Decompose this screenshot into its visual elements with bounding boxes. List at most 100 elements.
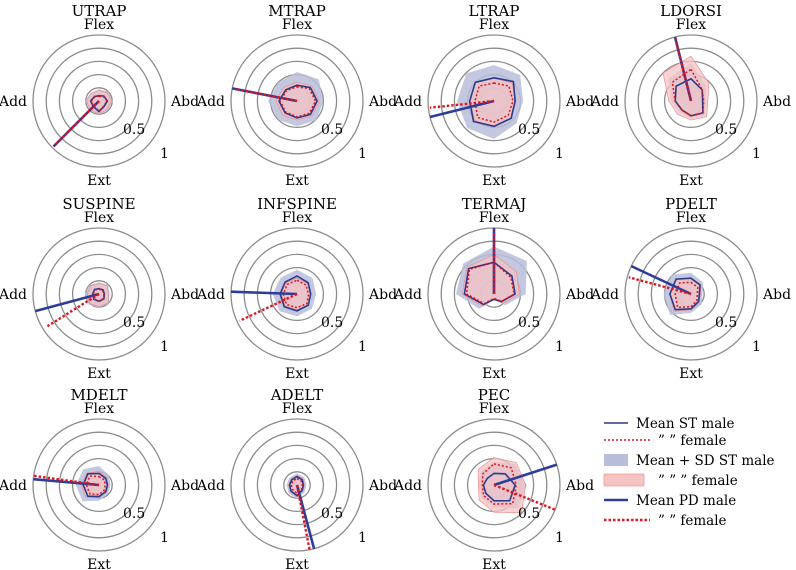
axis-label-flex: Flex: [282, 401, 312, 417]
radial-tick-label: 0.5: [321, 315, 343, 331]
mean-st-female-line: [85, 475, 107, 496]
grid-ring: [440, 47, 548, 155]
grid-ring: [427, 418, 561, 552]
mean-pd-female-vector: [493, 483, 556, 511]
panel-title: MDELT: [70, 386, 127, 404]
mean-pd-male-vector: [429, 99, 495, 119]
mean-st-male-line: [669, 277, 701, 311]
radial-tick-label: 1: [358, 339, 367, 355]
legend-swatch-sd-female: [603, 473, 645, 487]
radial-tick-label: 1: [752, 146, 761, 162]
mean-st-female-line: [92, 288, 105, 302]
mean-st-female-line: [671, 68, 705, 117]
grid-ring: [650, 253, 732, 335]
axis-label-abd: Abd: [565, 287, 594, 303]
axis-label-flex: Flex: [676, 17, 706, 33]
panel-title: PDELT: [665, 195, 717, 213]
axis-label-add: Add: [0, 287, 27, 303]
axis-label-ext: Ext: [679, 173, 703, 189]
mean-st-female-line: [282, 279, 310, 309]
axis-label-add: Add: [393, 287, 422, 303]
radial-tick-label: 1: [752, 339, 761, 355]
axis-label-flex: Flex: [282, 210, 312, 226]
mean-st-male-line: [674, 77, 704, 117]
legend-label-pd-female: ” ” female: [658, 513, 727, 529]
radial-tick-label: 1: [160, 530, 169, 546]
axis-label-flex: Flex: [84, 401, 114, 417]
axis-label-flex: Flex: [479, 17, 509, 33]
mean-pd-female-vector: [46, 292, 100, 328]
grid-ring: [256, 444, 338, 526]
panel-title: MTRAP: [268, 2, 326, 20]
axis-label-add: Add: [0, 478, 27, 494]
radial-tick-label: 0.5: [518, 122, 540, 138]
axis-label-add: Add: [590, 287, 619, 303]
axis-label-ext: Ext: [679, 366, 703, 382]
axis-label-add: Add: [393, 478, 422, 494]
grid-ring: [453, 444, 535, 526]
panel-title: LDORSI: [660, 2, 722, 20]
mean-pd-female-vector: [33, 474, 100, 487]
mean-pd-male-vector: [630, 264, 692, 296]
radial-tick-label: 0.5: [518, 315, 540, 331]
panel-title: UTRAP: [72, 2, 127, 20]
mean-st-male-line: [89, 94, 109, 113]
axis-label-abd: Abd: [368, 478, 397, 494]
axis-label-flex: Flex: [84, 17, 114, 33]
radial-tick-label: 1: [555, 530, 564, 546]
axis-label-add: Add: [0, 94, 27, 110]
axis-label-abd: Abd: [368, 94, 397, 110]
legend-label-st-female: ” ” female: [658, 433, 727, 449]
legend-label-pd-male: Mean PD male: [636, 493, 736, 509]
axis-label-add: Add: [393, 94, 422, 110]
radial-tick-label: 0.5: [123, 122, 145, 138]
mean-st-female-line: [465, 261, 515, 305]
axis-label-abd: Abd: [762, 287, 791, 303]
radial-tick-label: 1: [358, 530, 367, 546]
mean-st-female-line: [474, 82, 514, 123]
mean-st-male-line: [82, 472, 109, 498]
radial-tick-label: 0.5: [321, 122, 343, 138]
grid-ring: [637, 47, 745, 155]
mean-pd-male-vector: [230, 290, 298, 296]
axis-label-add: Add: [196, 287, 225, 303]
grid-ring: [243, 47, 351, 155]
mean-st-male-line: [468, 76, 516, 128]
panel-title: TERMAJ: [462, 195, 526, 213]
grid-ring: [58, 444, 140, 526]
mean-st-male-line: [278, 84, 318, 119]
axis-label-ext: Ext: [482, 173, 506, 189]
axis-label-ext: Ext: [87, 366, 111, 382]
grid-ring: [71, 457, 127, 513]
axis-label-abd: Abd: [762, 94, 791, 110]
grid-ring: [624, 227, 758, 361]
mean-st-female-line: [481, 463, 517, 505]
mean-st-female-line: [279, 85, 317, 118]
grid-ring: [256, 253, 338, 335]
grid-ring: [440, 431, 548, 539]
panel-title: ADELT: [270, 386, 324, 404]
radial-tick-label: 0.5: [123, 315, 145, 331]
axis-label-ext: Ext: [482, 557, 506, 570]
sd-st-female-area: [662, 55, 710, 121]
grid-ring: [58, 60, 140, 142]
grid-ring: [32, 418, 166, 552]
grid-ring: [32, 34, 166, 168]
legend-label-st-male: Mean ST male: [636, 416, 735, 432]
mean-pd-female-vector: [429, 99, 495, 109]
grid-ring: [45, 431, 153, 539]
grid-ring: [243, 240, 351, 348]
axis-label-add: Add: [196, 94, 225, 110]
axis-label-add: Add: [590, 94, 619, 110]
axis-label-abd: Abd: [368, 287, 397, 303]
grid-ring: [230, 227, 364, 361]
legend-label-sd-female: ” ” ” female: [658, 473, 738, 489]
mean-st-female-line: [674, 281, 699, 309]
